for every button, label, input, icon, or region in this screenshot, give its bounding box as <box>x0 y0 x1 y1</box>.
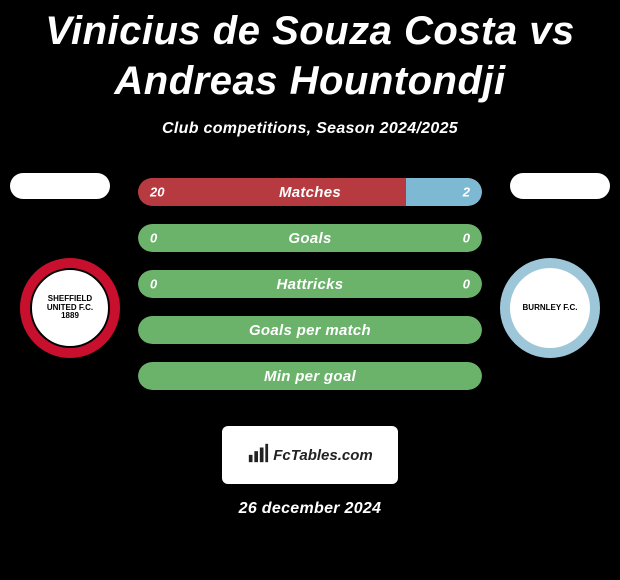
team-badge-right: BURNLEY F.C. <box>500 258 600 358</box>
stat-value-left: 20 <box>150 185 164 200</box>
footer-brand: FcTables.com <box>222 426 398 484</box>
comparison-area: SHEFFIELD UNITED F.C. 1889 BURNLEY F.C. … <box>0 178 620 418</box>
stat-bar-fill-left <box>138 178 406 206</box>
stat-bars: 20 2 Matches 0 0 Goals 0 0 Hattricks Goals per ma… <box>138 178 482 390</box>
date-label: 26 december 2024 <box>0 500 620 518</box>
stat-value-right: 2 <box>463 185 470 200</box>
stat-value-right: 0 <box>463 231 470 246</box>
page-title: Vinicius de Souza Costa vs Andreas Hount… <box>0 0 620 106</box>
chart-icon <box>247 442 269 468</box>
stat-label: Goals per match <box>249 322 371 339</box>
stat-value-left: 0 <box>150 231 157 246</box>
stat-row: 20 2 Matches <box>138 178 482 206</box>
stat-row: Goals per match <box>138 316 482 344</box>
stat-label: Matches <box>279 184 341 201</box>
player-right-pill <box>510 173 610 199</box>
stat-row: 0 0 Hattricks <box>138 270 482 298</box>
stat-row: 0 0 Goals <box>138 224 482 252</box>
player-left-pill <box>10 173 110 199</box>
stat-value-right: 0 <box>463 277 470 292</box>
stat-value-left: 0 <box>150 277 157 292</box>
footer-brand-text: FcTables.com <box>273 447 372 464</box>
team-badge-left: SHEFFIELD UNITED F.C. 1889 <box>20 258 120 358</box>
team-badge-left-label: SHEFFIELD UNITED F.C. 1889 <box>30 268 110 348</box>
stat-row: Min per goal <box>138 362 482 390</box>
team-badge-right-label: BURNLEY F.C. <box>510 268 590 348</box>
subtitle: Club competitions, Season 2024/2025 <box>0 120 620 138</box>
stat-label: Goals <box>288 230 331 247</box>
stat-label: Hattricks <box>277 276 344 293</box>
stat-bar-fill-right <box>406 178 482 206</box>
stat-label: Min per goal <box>264 368 356 385</box>
